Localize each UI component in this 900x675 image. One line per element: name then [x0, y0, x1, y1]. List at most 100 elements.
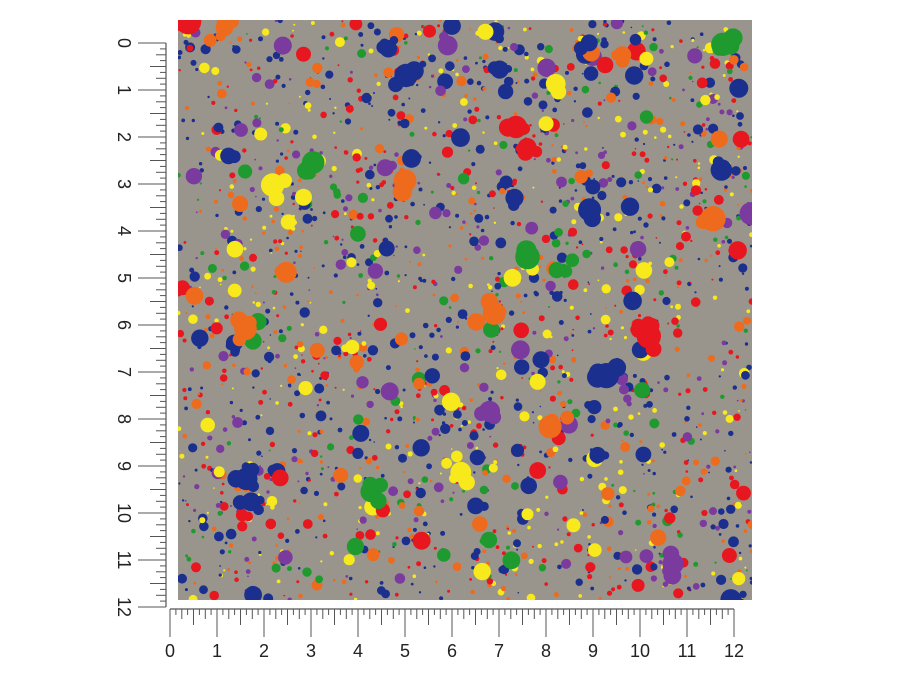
paint-dot: [589, 446, 606, 464]
paint-dot: [596, 56, 614, 74]
paint-dot: [693, 561, 699, 567]
paint-dot: [258, 36, 263, 42]
paint-dot: [556, 157, 561, 162]
paint-dot: [341, 579, 347, 585]
paint-dot: [187, 387, 192, 392]
horizontal-ruler-label: 3: [306, 641, 316, 661]
paint-dot: [476, 190, 481, 195]
paint-dot: [333, 273, 338, 278]
paint-dot: [699, 438, 702, 441]
paint-dot: [211, 100, 216, 105]
paint-dot: [184, 406, 188, 411]
paint-dot: [521, 508, 534, 521]
paint-dot: [664, 508, 668, 513]
paint-dot: [441, 457, 452, 469]
paint-dot: [327, 443, 335, 451]
paint-dot: [251, 285, 254, 289]
paint-dot: [394, 152, 399, 157]
paint-dot: [280, 214, 296, 230]
paint-dot: [732, 385, 737, 390]
paint-dot: [284, 251, 288, 255]
paint-dot: [666, 20, 672, 26]
paint-dot: [571, 349, 574, 352]
paint-dot: [271, 219, 275, 224]
paint-dot: [255, 206, 262, 213]
paint-dot: [608, 504, 612, 508]
paint-dot: [598, 596, 602, 600]
paint-dot: [191, 398, 202, 409]
paint-dot: [513, 322, 529, 339]
paint-dot: [437, 121, 441, 124]
paint-dot: [185, 287, 204, 305]
paint-dot: [443, 20, 461, 35]
paint-dot: [385, 214, 393, 223]
paint-dot: [211, 526, 217, 532]
paint-dot: [611, 587, 616, 592]
paint-dot: [610, 20, 623, 30]
vertical-ruler-label: 8: [114, 414, 134, 424]
paint-dot: [583, 288, 588, 293]
paint-dot: [216, 444, 225, 453]
paint-dot: [515, 398, 519, 402]
paint-dot: [659, 442, 665, 448]
paint-dot: [691, 140, 694, 143]
paint-dot: [392, 94, 399, 101]
paint-dot: [501, 585, 507, 592]
paint-dot: [479, 382, 489, 392]
paint-dot: [365, 529, 376, 540]
paint-dot: [670, 505, 678, 514]
paint-dot: [523, 293, 528, 298]
paint-dot: [413, 377, 425, 390]
paint-dot: [447, 589, 451, 593]
paint-dot: [482, 470, 489, 476]
paint-dot: [623, 336, 628, 340]
paint-dot: [232, 195, 249, 212]
paint-dot: [548, 305, 550, 308]
paint-dot: [433, 482, 444, 493]
paint-dot: [493, 460, 498, 465]
paint-dot: [473, 562, 491, 581]
paint-dot: [671, 158, 674, 161]
paint-dot: [533, 158, 536, 161]
paint-dot: [517, 463, 520, 467]
paint-dot: [439, 596, 444, 600]
paint-dot: [365, 169, 375, 180]
paint-dot: [372, 238, 378, 243]
paint-dot: [321, 35, 326, 40]
paint-dot: [364, 156, 368, 160]
paint-dot: [654, 136, 657, 139]
paint-dot: [394, 409, 400, 415]
paint-dot: [568, 279, 579, 290]
paint-dot: [726, 504, 736, 514]
paint-dot: [242, 420, 247, 426]
paint-dot: [526, 593, 536, 600]
paint-dot: [455, 325, 459, 329]
paint-dot: [418, 345, 423, 350]
paint-dot: [286, 149, 290, 153]
paint-dot: [663, 81, 670, 87]
paint-dot: [585, 179, 601, 195]
paint-dot: [407, 478, 414, 485]
paint-dot: [494, 282, 502, 290]
horizontal-ruler-label: 9: [588, 641, 598, 661]
paint-dot: [349, 336, 352, 340]
paint-dot: [227, 150, 241, 164]
paint-dot: [258, 550, 262, 555]
paint-dot: [229, 400, 234, 405]
paint-dot: [287, 597, 292, 600]
paint-dot: [729, 479, 740, 490]
splatter-swatch: [178, 20, 752, 600]
paint-dot: [605, 324, 609, 328]
paint-dot: [634, 284, 645, 295]
paint-dot: [449, 424, 454, 428]
paint-dot: [445, 347, 452, 354]
paint-dot: [282, 305, 287, 309]
paint-dot: [587, 281, 590, 284]
paint-dot: [299, 412, 306, 419]
paint-dot: [312, 134, 317, 140]
paint-dot: [678, 144, 684, 150]
paint-dot: [417, 181, 421, 185]
paint-dot: [305, 471, 309, 476]
paint-dot: [295, 529, 300, 534]
paint-dot: [544, 45, 553, 54]
